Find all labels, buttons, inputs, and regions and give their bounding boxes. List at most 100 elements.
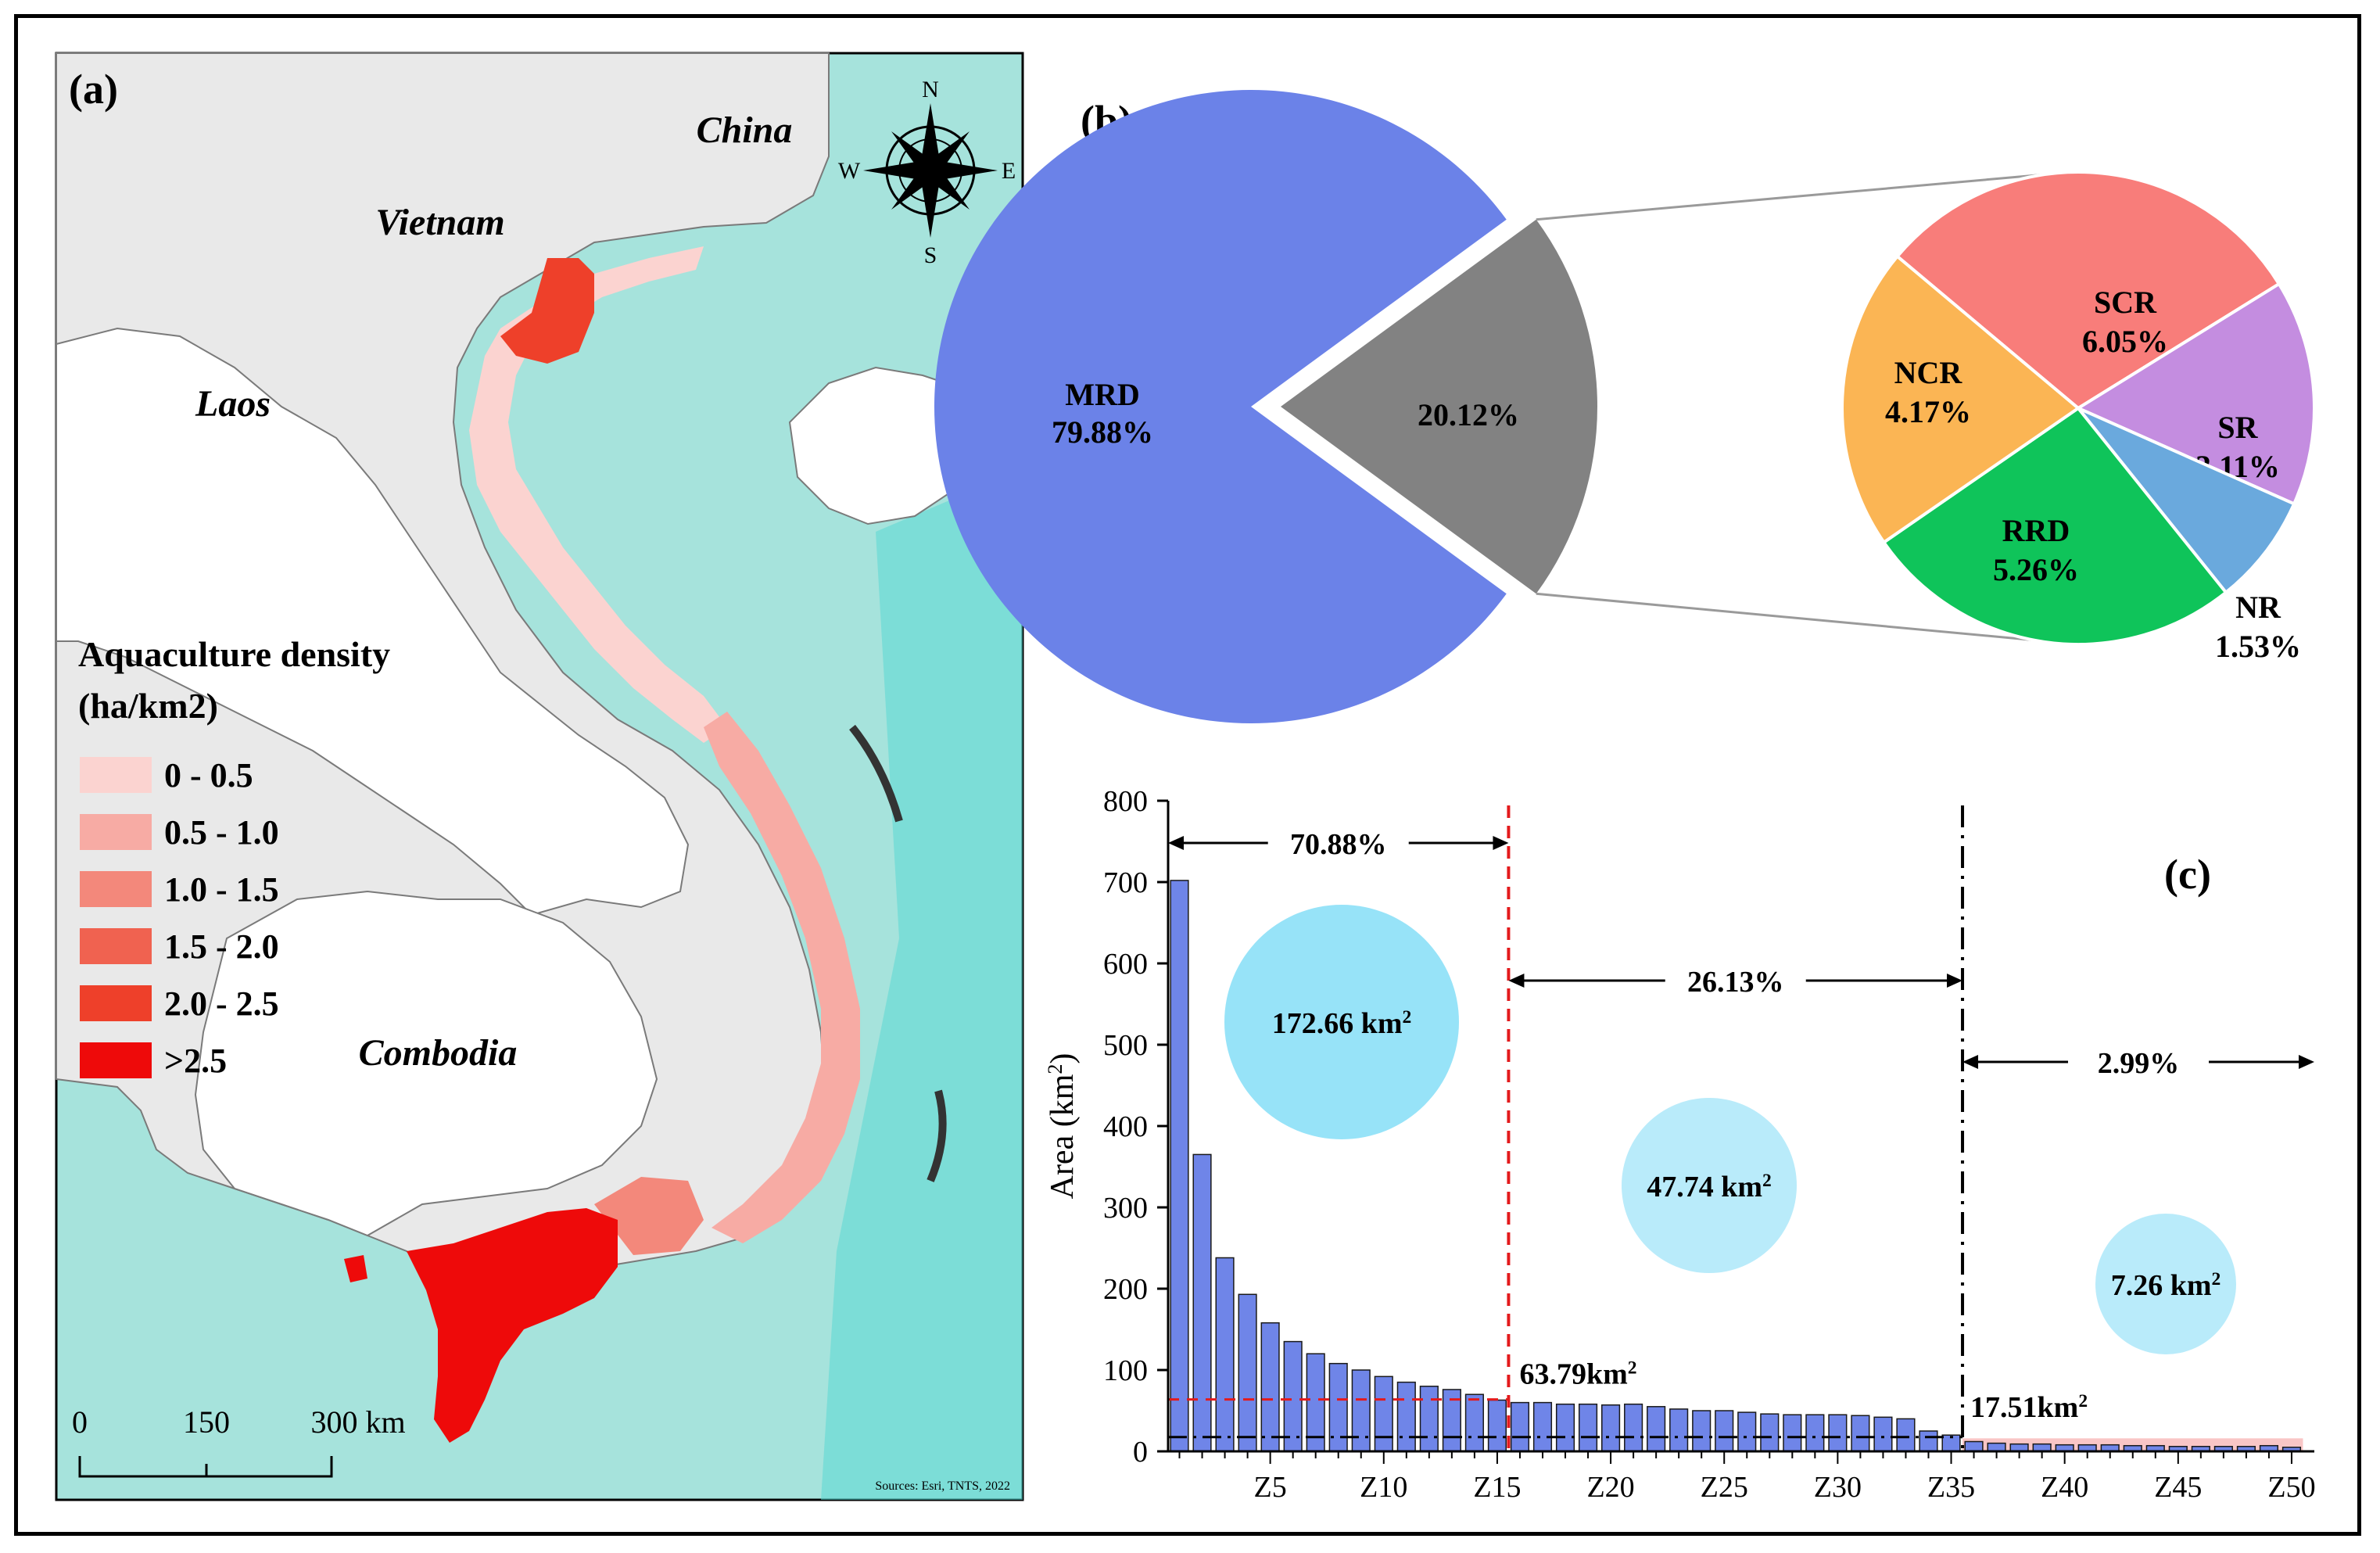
bar	[1283, 1340, 1303, 1452]
breakdown-slice-ncr	[1840, 254, 2081, 545]
bar	[1692, 1410, 1712, 1452]
bar	[1669, 1408, 1689, 1452]
area-bubble-label: 7.26 km2	[2111, 1269, 2221, 1302]
area-bubble	[1224, 905, 1459, 1139]
bar	[1919, 1430, 1938, 1452]
breakdown-label-sr: SR	[2217, 410, 2258, 445]
legend-title-line2: (ha/km2)	[78, 686, 218, 726]
segment-label-bg	[1267, 823, 1409, 862]
breakdown-value-ncr: 4.17%	[1885, 394, 1971, 429]
legend: 0 - 0.5 0.5 - 1.0 1.0 - 1.5 1.5 - 2.0 2.0 - …	[80, 756, 279, 1080]
bar	[1647, 1406, 1666, 1452]
breakdown-slice-nr	[2077, 407, 2296, 595]
compass-n: N	[922, 77, 939, 102]
y-tick-label: 600	[1103, 948, 1148, 981]
y-tick-label: 700	[1103, 866, 1148, 899]
bar	[1601, 1404, 1621, 1452]
bar	[1215, 1257, 1235, 1452]
bar-chart: 63.79km2 17.51km2 70.88% 172.66 km2 26.13% 47…	[1044, 785, 2316, 1504]
legend-swatch	[80, 985, 152, 1021]
legend-title-line1: Aquaculture density	[78, 634, 390, 674]
bar	[1555, 1403, 1575, 1452]
x-tick-label: Z45	[2154, 1471, 2202, 1504]
compass-w: W	[838, 158, 861, 184]
map-attribution: Sources: Esri, TNTS, 2022	[875, 1479, 1010, 1493]
area-bubble-label: 47.74 km2	[1647, 1171, 1772, 1203]
x-tick-label: Z10	[1360, 1471, 1407, 1504]
breakdown-label-rrd: RRD	[2002, 513, 2070, 548]
y-tick-label: 500	[1103, 1029, 1148, 1062]
legend-label: 2.0 - 2.5	[164, 985, 279, 1023]
x-tick-label: Z30	[1814, 1471, 1862, 1504]
breakdown-value-scr: 6.05%	[2082, 324, 2168, 359]
panel-c-label: (c)	[2164, 851, 2211, 898]
bar	[1464, 1393, 1484, 1452]
scale-tick-150: 150	[183, 1404, 230, 1440]
panel-a-label: (a)	[69, 66, 118, 113]
country-label-laos: Laos	[195, 383, 271, 425]
legend-label: 0 - 0.5	[164, 756, 253, 794]
breakdown-slice-rrd	[1881, 406, 2228, 646]
pie-label-mrd-value: 79.88%	[1052, 414, 1153, 450]
segment-label-bg	[2068, 1042, 2210, 1081]
bar	[1170, 880, 1189, 1452]
legend-label: >2.5	[164, 1042, 227, 1080]
country-label-china: China	[697, 109, 793, 151]
y-tick-label: 0	[1133, 1436, 1148, 1469]
segment-label-bg	[1665, 960, 1806, 999]
density-band-central	[704, 712, 860, 1243]
y-tick-label: 400	[1103, 1110, 1148, 1143]
bar	[1805, 1414, 1825, 1452]
legend-swatch	[80, 1042, 152, 1078]
y-axis-title: Area (km2)	[1044, 1053, 1081, 1200]
segment-percent: 70.88%	[1290, 828, 1387, 861]
segment-percent: 2.99%	[2098, 1047, 2180, 1080]
bar	[1260, 1322, 1280, 1452]
breakdown-value-rrd: 5.26%	[1993, 552, 2079, 587]
pie-label-mrd-name: MRD	[1065, 377, 1140, 412]
bar	[1851, 1415, 1870, 1452]
bar	[1192, 1153, 1212, 1452]
deep-sea-zone	[821, 469, 1023, 1500]
bar-panel: (c) 63.79km2 17.51km2 70.88% 172.66 km2 26.1…	[1044, 785, 2316, 1504]
bar	[1351, 1369, 1371, 1452]
legend-swatch	[80, 871, 152, 907]
bar	[1964, 1440, 1984, 1452]
density-band-north	[469, 246, 727, 743]
x-tick-label: Z35	[1927, 1471, 1975, 1504]
bar	[1532, 1401, 1553, 1452]
bar	[1737, 1411, 1757, 1452]
bar	[1873, 1416, 1893, 1452]
figure-frame	[14, 14, 2361, 1536]
breakdown-slice-sr	[2074, 282, 2316, 506]
bar	[1238, 1293, 1257, 1452]
connector-top	[1536, 172, 2056, 221]
density-band-south	[594, 1177, 704, 1255]
country-label-vietnam: Vietnam	[375, 202, 504, 243]
density-band-mrd	[407, 1208, 618, 1443]
breakdown-label-nr: NR	[2235, 590, 2281, 625]
bar	[1624, 1403, 1643, 1452]
north-arrow-icon: N S E W	[838, 77, 1016, 268]
pie-label-other-value: 20.12%	[1418, 397, 1519, 432]
x-tick-label: Z15	[1473, 1471, 1521, 1504]
area-bubble	[1622, 1098, 1797, 1273]
bar	[1578, 1403, 1598, 1452]
map-panel: China Vietnam Laos Combodia (a) N S E W …	[55, 52, 1024, 1501]
bar	[1783, 1414, 1802, 1452]
x-tick-label: Z20	[1586, 1471, 1634, 1504]
threshold-label-low: 17.51km2	[1970, 1391, 2088, 1424]
density-band-rrd	[500, 258, 594, 364]
segment-percent: 26.13%	[1687, 966, 1784, 999]
x-tick-label: Z40	[2041, 1471, 2088, 1504]
y-tick-label: 300	[1103, 1192, 1148, 1225]
bar	[1760, 1413, 1780, 1452]
legend-label: 0.5 - 1.0	[164, 813, 279, 852]
bar	[1715, 1410, 1734, 1452]
y-tick-label: 200	[1103, 1273, 1148, 1306]
ridge-upper	[849, 724, 903, 823]
density-band-island	[344, 1255, 367, 1282]
scale-tick-0: 0	[72, 1404, 88, 1440]
